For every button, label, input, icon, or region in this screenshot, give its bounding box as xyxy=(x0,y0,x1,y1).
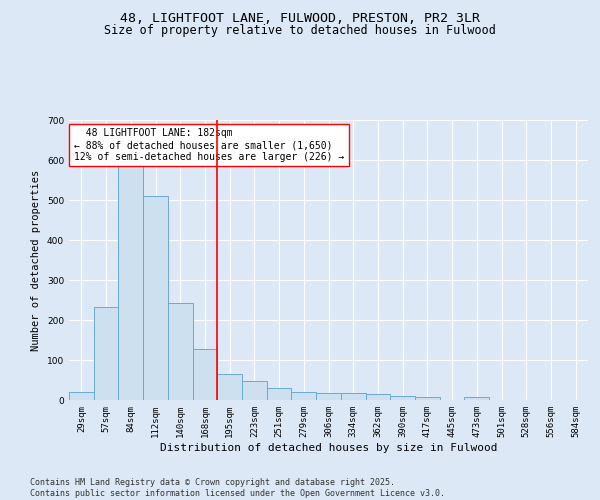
Bar xyxy=(464,397,489,400)
Bar xyxy=(415,397,440,400)
Text: Contains HM Land Registry data © Crown copyright and database right 2025.
Contai: Contains HM Land Registry data © Crown c… xyxy=(30,478,445,498)
Bar xyxy=(341,393,365,400)
X-axis label: Distribution of detached houses by size in Fulwood: Distribution of detached houses by size … xyxy=(160,442,497,452)
Bar xyxy=(168,303,193,400)
Bar xyxy=(316,393,341,400)
Y-axis label: Number of detached properties: Number of detached properties xyxy=(31,170,41,350)
Bar xyxy=(118,163,143,400)
Bar xyxy=(267,388,292,400)
Text: Size of property relative to detached houses in Fulwood: Size of property relative to detached ho… xyxy=(104,24,496,37)
Bar xyxy=(365,394,390,400)
Text: 48 LIGHTFOOT LANE: 182sqm  
← 88% of detached houses are smaller (1,650)
12% of : 48 LIGHTFOOT LANE: 182sqm ← 88% of detac… xyxy=(74,128,344,162)
Text: 48, LIGHTFOOT LANE, FULWOOD, PRESTON, PR2 3LR: 48, LIGHTFOOT LANE, FULWOOD, PRESTON, PR… xyxy=(120,12,480,26)
Bar xyxy=(94,307,118,400)
Bar xyxy=(69,392,94,400)
Bar xyxy=(242,381,267,400)
Bar xyxy=(390,396,415,400)
Bar xyxy=(292,392,316,400)
Bar xyxy=(193,349,217,400)
Bar xyxy=(217,374,242,400)
Bar xyxy=(143,196,168,400)
